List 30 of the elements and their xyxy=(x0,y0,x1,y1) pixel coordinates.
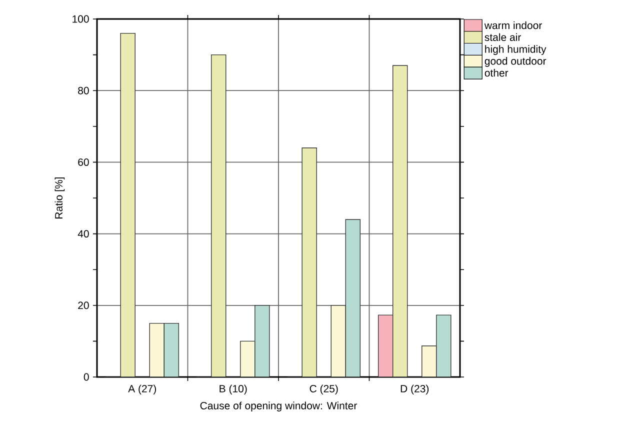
legend-label: warm indoor xyxy=(484,21,542,30)
y-axis-title: Ratio [%] xyxy=(54,177,65,218)
legend-label: high humidity xyxy=(485,45,546,55)
x-tick-label: A (27) xyxy=(128,384,156,394)
x-axis-title: Cause of opening window: Winter xyxy=(200,402,357,412)
bar xyxy=(392,65,408,377)
bar xyxy=(302,148,317,377)
bar xyxy=(378,314,394,377)
y-tick-label: 20 xyxy=(78,302,89,310)
legend-label: good outdoor xyxy=(484,57,546,67)
x-tick-label: B (10) xyxy=(220,384,247,394)
bar xyxy=(422,346,437,377)
y-tick-label: 100 xyxy=(72,15,89,23)
bar xyxy=(330,305,346,377)
y-tick-label: 60 xyxy=(78,158,89,166)
bar xyxy=(436,314,452,377)
y-tick-label: 0 xyxy=(84,373,89,381)
bar xyxy=(210,54,226,377)
y-tick-label: 80 xyxy=(78,86,89,94)
y-tick-label: 40 xyxy=(78,230,89,238)
bar xyxy=(164,323,179,377)
bar xyxy=(254,305,270,377)
bar xyxy=(240,340,256,377)
bar xyxy=(150,323,164,377)
x-tick-label: D (23) xyxy=(400,384,429,394)
legend-label: stale air xyxy=(484,33,521,42)
bar xyxy=(120,33,136,377)
bar xyxy=(345,219,361,377)
x-tick-label: C (25) xyxy=(310,384,338,394)
legend-label: other xyxy=(484,68,508,77)
